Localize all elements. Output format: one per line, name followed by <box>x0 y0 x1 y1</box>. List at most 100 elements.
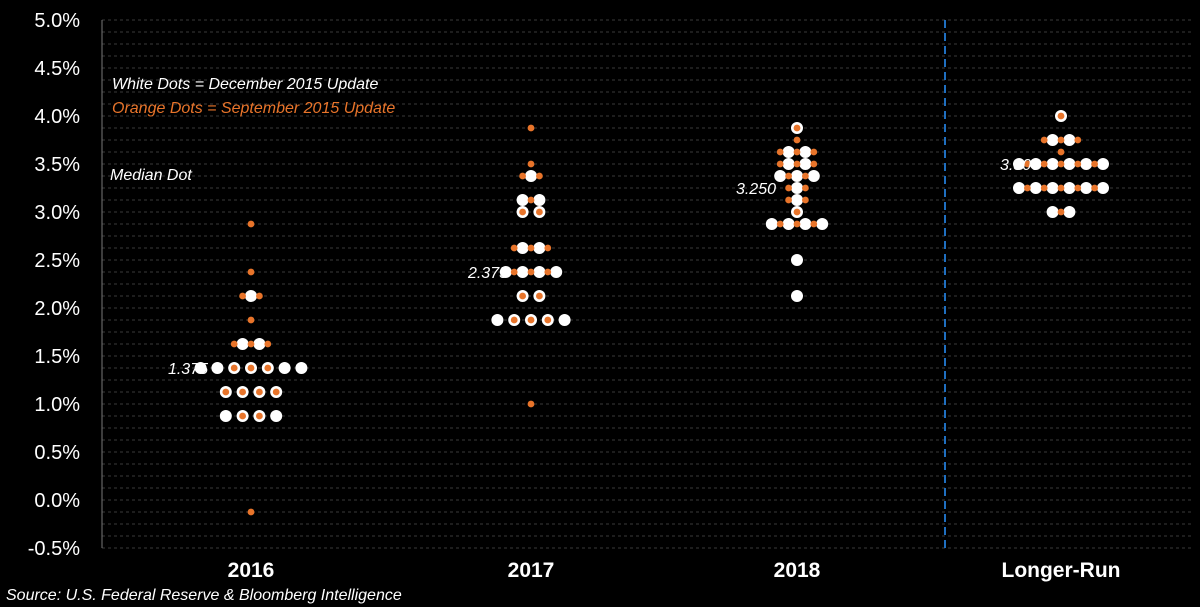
orange-dot <box>239 292 247 300</box>
orange-dot <box>802 196 809 204</box>
white-dot <box>1063 158 1076 170</box>
orange-dot <box>256 388 263 396</box>
x-tick-label: Longer-Run <box>1002 559 1121 582</box>
orange-dot <box>1024 160 1031 168</box>
white-dot <box>270 410 283 422</box>
orange-dot <box>247 220 255 228</box>
white-dot <box>1097 158 1109 170</box>
white-dot <box>1063 134 1076 146</box>
y-axis-ticks: -0.5% 0.0% 0.5% 1.0% 1.5% 2.0% 2.5% 3.0% 3.5% 4.0… <box>28 10 80 560</box>
orange-dot <box>1057 160 1065 168</box>
orange-dot <box>776 160 784 168</box>
orange-dot <box>230 364 238 372</box>
orange-dot <box>810 148 818 156</box>
y-tick-label: 3.0% <box>34 202 80 224</box>
orange-dot <box>247 268 255 276</box>
x-tick-label: 2016 <box>228 559 275 582</box>
orange-dot <box>510 268 518 276</box>
orange-dot <box>544 268 552 276</box>
white-dot <box>1046 134 1059 146</box>
y-tick-label: 1.0% <box>34 394 80 416</box>
orange-dot <box>536 292 543 300</box>
white-dot <box>533 242 546 254</box>
white-dot <box>1013 182 1025 194</box>
gridlines <box>102 19 1192 549</box>
orange-dot <box>793 136 801 144</box>
orange-dot <box>785 172 792 180</box>
white-dot <box>499 266 512 278</box>
orange-dot <box>247 364 255 372</box>
white-dot <box>1029 158 1042 170</box>
white-dot <box>253 338 266 350</box>
orange-dot <box>544 244 552 252</box>
legend-white-dots: White Dots = December 2015 Update <box>112 76 378 93</box>
orange-dot <box>793 148 801 156</box>
orange-dot <box>527 244 535 252</box>
y-tick-label: 1.5% <box>34 346 80 368</box>
white-dot <box>236 338 249 350</box>
orange-dot <box>1040 184 1048 192</box>
orange-dot <box>785 184 792 192</box>
orange-dot <box>810 160 818 168</box>
median-label: 2.375 <box>467 265 508 282</box>
y-tick-label: -0.5% <box>28 538 80 560</box>
white-dot <box>550 266 563 278</box>
white-dot <box>799 146 812 158</box>
orange-dot <box>264 364 272 372</box>
x-tick-label: 2017 <box>508 559 555 582</box>
orange-dot <box>247 508 255 516</box>
y-tick-label: 4.5% <box>34 58 80 80</box>
white-dot <box>1046 182 1059 194</box>
orange-dot <box>1074 160 1082 168</box>
y-tick-label: 5.0% <box>34 10 80 32</box>
x-tick-label: 2018 <box>774 559 821 582</box>
orange-dot <box>785 196 792 204</box>
orange-dot <box>527 196 535 204</box>
white-dot <box>791 194 803 206</box>
white-dot <box>558 314 571 326</box>
orange-dot <box>527 400 535 408</box>
white-dot <box>791 254 803 266</box>
median-label: 1.375 <box>168 361 208 378</box>
white-dot <box>1063 182 1076 194</box>
white-dot <box>295 362 308 374</box>
median-labels: 1.375 2.375 3.250 3.500 <box>168 157 1040 378</box>
orange-dot <box>256 412 263 420</box>
white-dot <box>782 218 795 230</box>
white-dot <box>765 218 778 230</box>
y-tick-label: 2.5% <box>34 250 80 272</box>
white-dot <box>516 266 529 278</box>
white-dot <box>1029 182 1042 194</box>
orange-dot <box>230 340 238 348</box>
orange-dot <box>1040 160 1048 168</box>
orange-dot <box>1091 184 1098 192</box>
white-dot <box>782 146 795 158</box>
white-dot <box>791 170 803 182</box>
orange-dot <box>1057 148 1065 156</box>
orange-dot <box>793 220 801 228</box>
orange-dot <box>536 208 543 216</box>
orange-dot <box>1091 160 1098 168</box>
white-dot <box>1080 182 1093 194</box>
orange-dot <box>1074 184 1082 192</box>
white-dot <box>533 194 546 206</box>
orange-dot <box>247 316 255 324</box>
white-dot <box>816 218 829 230</box>
x-axis-ticks: 2016 2017 2018 Longer-Run <box>228 559 1121 582</box>
orange-dot <box>527 124 535 132</box>
orange-dot <box>802 172 809 180</box>
median-label: 3.250 <box>736 181 776 198</box>
white-dot <box>194 362 207 374</box>
white-dot <box>1046 158 1059 170</box>
y-tick-label: 2.0% <box>34 298 80 320</box>
orange-dot <box>510 316 518 324</box>
white-dot <box>211 362 224 374</box>
orange-dot <box>793 160 801 168</box>
orange-dot <box>256 292 263 300</box>
median-label: 3.500 <box>1000 157 1040 174</box>
white-dot <box>278 362 291 374</box>
orange-dot <box>1024 184 1031 192</box>
white-dot <box>219 410 232 422</box>
white-dot <box>491 314 504 326</box>
